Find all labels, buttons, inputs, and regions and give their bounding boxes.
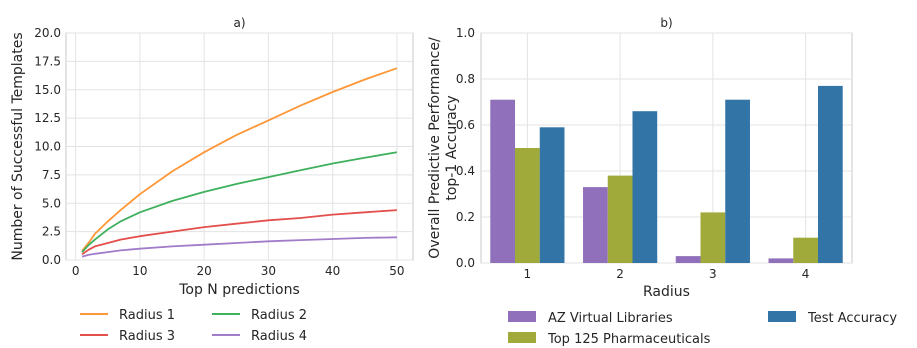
bar	[675, 256, 701, 263]
bar	[583, 187, 608, 263]
line-chart-x-ticks: 0 10 20 30 40 50	[72, 264, 405, 278]
bar	[768, 258, 794, 263]
y-tick-label: 0.2	[456, 210, 475, 224]
x-tick-label: 40	[325, 264, 340, 278]
bar	[700, 212, 726, 263]
bar-chart-x-axis-label: Radius	[643, 284, 690, 300]
y-tick-label: 10.0	[34, 140, 61, 154]
series-line	[81, 151, 398, 253]
bar-chart-panel: 1 2 3 4 0.0 0.2 0.4 0.6 0.8 1.0 b) Radius Overal…	[427, 16, 897, 347]
bar	[632, 111, 658, 263]
line-chart-legend: Radius 1 Radius 2 Radius 3 Radius 4	[80, 308, 307, 344]
x-tick-label: 1	[524, 267, 532, 281]
y-tick-label: 0.8	[456, 72, 475, 86]
bar	[515, 148, 540, 263]
legend-label: Radius 4	[251, 329, 307, 344]
legend-label: Radius 3	[119, 329, 175, 344]
legend-swatch	[508, 311, 536, 322]
y-tick-label: 17.5	[34, 54, 61, 68]
y-tick-label: 7.5	[42, 168, 61, 182]
legend-label: Radius 1	[119, 308, 175, 323]
x-tick-label: 3	[709, 267, 717, 281]
y-tick-label: 20.0	[34, 26, 61, 40]
bar-chart-y-ticks: 0.0 0.2 0.4 0.6 0.8 1.0	[456, 26, 475, 270]
series-line	[81, 67, 398, 252]
bar	[793, 237, 818, 263]
y-tick-label: 2.5	[42, 225, 61, 239]
line-chart-gridlines	[66, 32, 413, 261]
bar-chart-x-ticks: 1 2 3 4	[524, 267, 810, 281]
x-tick-label: 20	[197, 264, 212, 278]
line-chart-y-ticks: 0.0 2.5 5.0 7.5 10.0 12.5 15.0 17.5 20.0	[34, 26, 61, 267]
line-chart-x-axis-label: Top N predictions	[178, 282, 300, 298]
y-tick-label: 5.0	[42, 196, 61, 210]
line-chart-series	[81, 67, 398, 258]
x-tick-label: 30	[261, 264, 276, 278]
legend-swatch	[508, 332, 536, 343]
y-tick-label: 0.0	[456, 256, 475, 270]
x-tick-label: 50	[389, 264, 404, 278]
bar-chart-bars	[490, 85, 843, 264]
x-tick-label: 0	[72, 264, 80, 278]
bar	[817, 85, 843, 264]
bar-chart-y-axis-label-line-2: top-1 Accuracy	[444, 95, 460, 200]
bar	[607, 175, 633, 263]
bar-chart-y-axis-label-line-1: Overall Predictive Performance/	[427, 37, 443, 259]
y-tick-label: 1.0	[456, 26, 475, 40]
y-tick-label: 0.4	[456, 164, 475, 178]
x-tick-label: 4	[802, 267, 810, 281]
y-tick-label: 0.6	[456, 118, 475, 132]
bar	[539, 127, 565, 263]
x-tick-label: 2	[616, 267, 624, 281]
line-chart-title: a)	[233, 16, 245, 30]
legend-label: Top 125 Pharmaceuticals	[547, 332, 711, 347]
line-chart-y-axis-label: Number of Successful Templates	[10, 32, 26, 260]
x-tick-label: 10	[132, 264, 147, 278]
series-line	[81, 209, 397, 256]
line-chart-panel: 0 10 20 30 40 50 0.0 2.5 5.0 7.5 10.0 12.5 15.0 17.5…	[10, 16, 414, 344]
y-tick-label: 0.0	[42, 253, 61, 267]
legend-label: Radius 2	[251, 308, 307, 323]
bar	[490, 99, 516, 263]
y-tick-label: 15.0	[34, 83, 61, 97]
bar	[725, 99, 750, 263]
legend-label: AZ Virtual Libraries	[548, 311, 673, 326]
legend-swatch	[768, 311, 796, 322]
y-tick-label: 12.5	[34, 111, 61, 125]
series-line	[81, 236, 397, 258]
bar-chart-legend: AZ Virtual Libraries Top 125 Pharmaceutic…	[508, 311, 897, 347]
bar-chart-title: b)	[660, 16, 672, 30]
legend-label: Test Accuracy	[807, 311, 897, 326]
